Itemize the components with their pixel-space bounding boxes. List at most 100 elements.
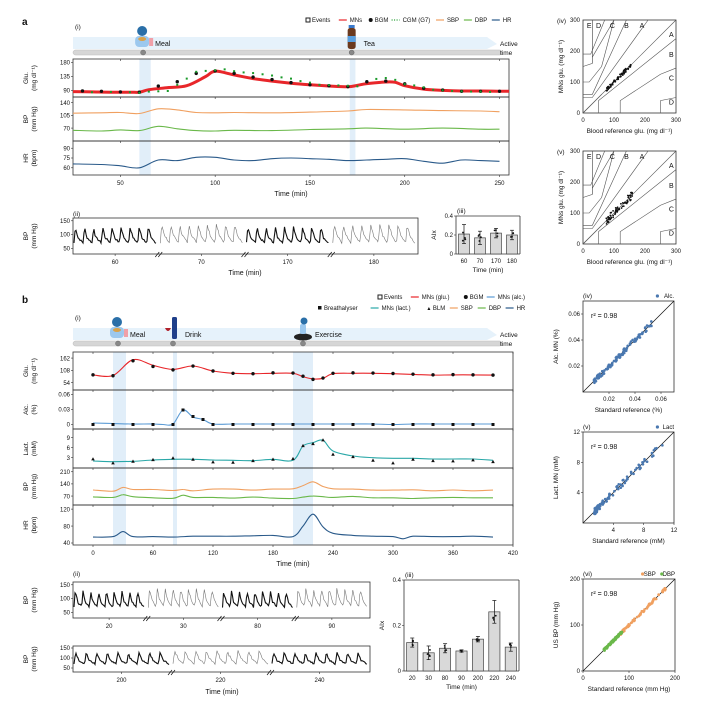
cgm-point [489,90,492,93]
person-eating-icon [135,26,154,47]
data-point [613,79,616,82]
zone-a-boundary-lower [598,169,677,244]
y-axis-label: AIx [379,620,386,630]
y-tick-label: 54 [63,381,70,387]
y-axis-unit-label: (mm Hg) [31,106,38,131]
legend-label: Lact [663,425,675,431]
cgm-point [271,74,274,77]
y-tick-label: 70 [63,494,70,500]
bottle-shape [172,317,177,339]
data-point [619,486,623,490]
zone-label: D [596,154,601,161]
x-axis-label: Time (min) [228,270,261,277]
y-tick-label: 50 [63,246,70,252]
bgm-point [491,373,495,377]
zone-a-lower-start [582,94,602,114]
blm-point [311,441,315,446]
data-point [626,625,630,629]
y-tick-label: 0.03 [58,408,70,414]
data-point [609,83,611,86]
subplot-0: 54 108 162 Glu. (mg dl⁻¹) [23,351,514,391]
data-point [622,202,625,205]
legend-marker [377,294,383,300]
data-point [412,644,414,647]
x-tick-label: 8 [642,528,646,534]
data-point [650,602,653,605]
chart-b-i: 54 108 162 Glu. (mg dl⁻¹) 0 0.03 0.06 Alc. (%) 3 6 9… [23,351,519,568]
x-tick-label: 12 [671,528,678,534]
legend-a-item: DBP [463,18,487,24]
y-tick-label: 0 [67,423,71,429]
y-tick-label: 90 [63,146,70,152]
cgm-point [109,90,112,93]
body-shape [300,324,306,334]
cup-shape [149,38,154,46]
event-marker [348,49,355,56]
exercise-bike-icon [294,317,312,341]
data-point [603,497,607,501]
bgm-point [384,79,388,83]
zone-label: B [669,52,674,59]
legend-label: BGM [375,18,389,24]
data-point [609,214,612,217]
cgm-point [375,77,378,80]
y-tick-label: 150 [60,646,71,652]
data-point [460,650,463,653]
data-point [621,478,625,482]
event-marker [170,340,176,347]
zone-c-inner-stub [592,150,615,189]
timeline-sub-label: (i) [75,315,81,322]
x-tick-label: 80 [442,676,449,682]
y-tick-label: 0.4 [393,578,402,584]
y-tick-label: 90 [63,89,70,95]
x-tick-label: 50 [117,181,124,187]
data-point [614,356,618,359]
panel-letter-a: a [22,17,28,28]
legend-a-item: Events [305,17,330,24]
x-tick-label: 240 [506,676,517,682]
bgm-point [91,373,95,377]
y-tick-label: 3 [67,456,71,462]
r-squared-annotation: r² = 0.98 [591,444,617,451]
y-tick-label: 8 [577,460,581,466]
zone-label: A [640,23,645,30]
legend-label: MNs (glu.) [422,295,450,301]
data-point [626,199,629,202]
blm-point [391,461,395,465]
data-point [495,229,497,231]
subplot-1: 0 0.03 0.06 Alc. (%) [23,389,514,430]
legend-marker [305,17,311,23]
data-point [623,72,625,75]
burger-shape [138,37,147,41]
data-point [445,649,448,652]
y-axis-label: AIx [431,230,438,240]
x-tick-label: 120 [208,551,219,557]
cgm-point [166,89,169,92]
cgm-point [346,84,349,87]
cgm-point [470,90,473,93]
x-tick-label: 0.06 [655,397,667,403]
data-point [620,73,623,76]
event-shading [173,352,177,545]
event-marker [140,49,146,56]
legend-b1-item: MNs (alc.) [486,295,525,301]
data-point [412,639,414,642]
breathalyser-point [391,423,395,426]
y-axis-label: BP [23,482,30,491]
data-point [462,231,464,234]
x-tick-label: 100 [609,118,620,124]
legend-label: MNs (alc.) [498,295,525,301]
blm-point [431,458,435,463]
bgm-point [431,373,435,377]
breathalyser-point [171,423,175,426]
data-point [617,208,620,211]
chart-a-i: 90 135 180 Glu. (mg dl⁻¹) 70 105 140 BP (mm Hg) 60… [23,58,510,198]
legend-label: SBP [447,18,459,24]
zone-c-inner-stub [592,19,615,58]
data-point [641,331,644,334]
zone-d-boundary-lower [660,228,677,244]
data-point [634,468,637,472]
data-point [598,372,602,375]
event-label: Exercise [315,332,342,339]
breathalyser-point [131,423,135,426]
